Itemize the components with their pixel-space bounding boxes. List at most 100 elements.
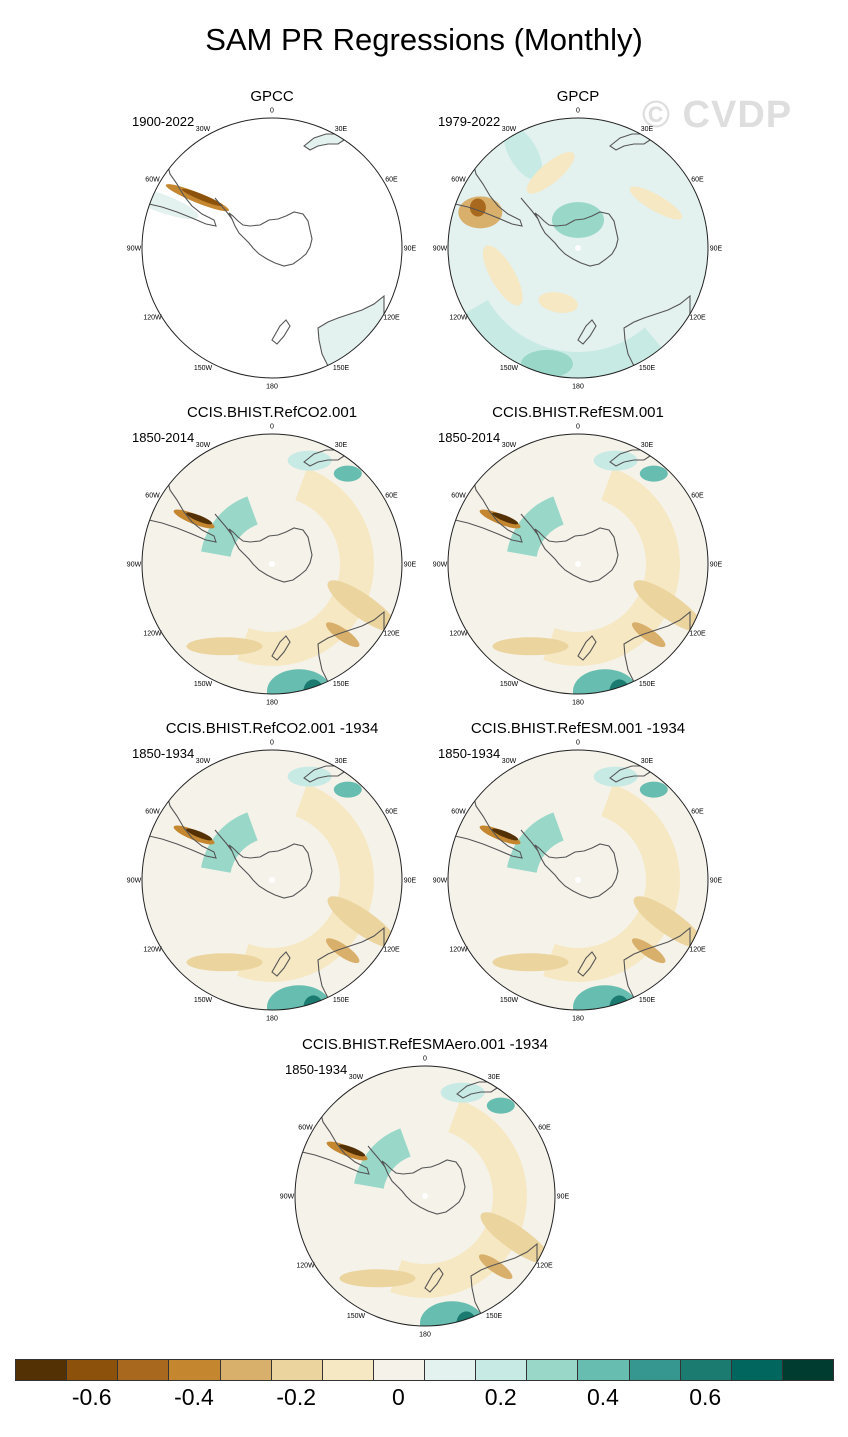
indian-dry-band xyxy=(629,186,683,220)
map-boundary xyxy=(447,749,709,1011)
colorbar-tick-label: 0.2 xyxy=(484,1384,517,1410)
lon-label: 150W xyxy=(194,997,213,1004)
lon-label: 120W xyxy=(296,1263,315,1270)
lon-label: 60E xyxy=(691,493,704,500)
lon-label: 0 xyxy=(576,108,580,115)
panel-period: 1850-2014 xyxy=(132,430,195,445)
lon-label: 0 xyxy=(270,424,274,431)
panel-title: CCIS.BHIST.RefESM.001 -1934 xyxy=(470,720,686,737)
panel-title: CCIS.BHIST.RefCO2.001 xyxy=(186,404,358,421)
lon-label: 90W xyxy=(433,246,448,253)
map-boundary xyxy=(294,1065,556,1327)
cvdp-watermark: © CVDP xyxy=(642,94,793,136)
map-boundary xyxy=(447,117,709,379)
lon-label: 90E xyxy=(710,878,723,885)
lon-label: 120E xyxy=(689,315,706,322)
africa-wet xyxy=(486,1097,515,1114)
lon-label: 150E xyxy=(639,997,656,1004)
lon-label: 120E xyxy=(383,947,400,954)
lon-label: 150E xyxy=(639,365,656,372)
colorbar-swatch xyxy=(424,1359,477,1381)
lon-label: 180 xyxy=(266,384,278,391)
panel-title: CCIS.BHIST.RefESM.001 xyxy=(492,404,664,421)
chile-dry-core xyxy=(186,828,213,841)
new-zealand-wet-core xyxy=(456,1311,477,1326)
lon-label: 60E xyxy=(538,1125,551,1132)
lon-label: 30E xyxy=(641,758,654,765)
lon-label: 150W xyxy=(500,997,519,1004)
lon-label: 90E xyxy=(404,878,417,885)
panel-title: GPCC xyxy=(250,88,294,105)
australia-land-field xyxy=(318,296,384,366)
lon-label: 120E xyxy=(689,947,706,954)
lon-label: 60E xyxy=(691,809,704,816)
lon-label: 180 xyxy=(266,1016,278,1023)
pacific-dry-band xyxy=(186,953,263,972)
polar-map: 0 30E 60E 90E 120E 150E 180 150W 120W 90W 60W 30W xyxy=(127,424,417,707)
map-field xyxy=(448,118,708,378)
map-field xyxy=(448,750,708,1010)
lon-label: 180 xyxy=(419,1332,431,1339)
indian-ocean-dry-ridge xyxy=(633,896,704,949)
map-field xyxy=(142,118,402,378)
lon-label: 90E xyxy=(404,562,417,569)
new-zealand-wet-core xyxy=(303,995,324,1010)
lon-label: 30W xyxy=(502,126,517,133)
lon-label: 60E xyxy=(691,177,704,184)
africa-wet xyxy=(639,781,668,798)
colorbar-tick-label: -0.6 xyxy=(71,1384,112,1410)
new-zealand-wet-core xyxy=(609,679,630,694)
lon-label: 150W xyxy=(347,1313,366,1320)
lon-label: 30W xyxy=(196,758,211,765)
lon-label: 0 xyxy=(270,108,274,115)
indian-ocean-dry-ridge xyxy=(327,580,398,633)
map-boundary xyxy=(141,117,403,379)
lon-label: 120W xyxy=(143,947,162,954)
panel-period: 1979-2022 xyxy=(438,114,501,129)
map-panel-gpcc: GPCC 1900-2022 0 30E 60E 90E 120E 150E 180 150W… xyxy=(122,88,422,391)
lon-label: 30W xyxy=(502,758,517,765)
lon-label: 150E xyxy=(333,681,350,688)
colorbar-swatch xyxy=(628,1359,681,1381)
lon-label: 30E xyxy=(641,126,654,133)
new-zealand-wet-core xyxy=(609,995,630,1010)
pacific-dry-band xyxy=(492,953,569,972)
neutral-band xyxy=(482,468,611,655)
panel-period: 1850-2014 xyxy=(438,430,501,445)
lon-label: 90W xyxy=(433,562,448,569)
colorbar-tick-label: 0 xyxy=(392,1384,405,1410)
colorbar-swatch xyxy=(475,1359,528,1381)
indian-ocean-dry-core xyxy=(631,938,666,964)
indian-ocean-dry-core xyxy=(325,622,360,648)
indian-ocean-dry-ridge xyxy=(327,896,398,949)
lon-label: 150W xyxy=(194,365,213,372)
panel-period: 1850-1934 xyxy=(132,746,195,761)
neutral-band xyxy=(329,1100,458,1287)
mid-latitude-dry-band xyxy=(543,468,680,666)
lon-label: 60W xyxy=(451,493,466,500)
map-field xyxy=(142,750,402,1010)
lon-label: 90W xyxy=(433,878,448,885)
lon-label: 60W xyxy=(451,177,466,184)
mid-latitude-dry-band xyxy=(237,468,374,666)
panel-title: GPCP xyxy=(556,88,600,105)
lon-label: 0 xyxy=(576,740,580,747)
indian-ocean-dry-core xyxy=(325,938,360,964)
lon-label: 60W xyxy=(145,809,160,816)
lon-label: 180 xyxy=(266,700,278,707)
lon-label: 30E xyxy=(641,442,654,449)
chile-dry-core xyxy=(492,512,519,525)
lon-label: 90E xyxy=(557,1194,570,1201)
panel-period: 1850-1934 xyxy=(438,746,501,761)
lon-label: 30E xyxy=(335,126,348,133)
map-panel-gpcp: GPCP 1979-2022 0 30E 60E 90E 120E 150E 180 150W… xyxy=(428,88,728,391)
chile-dry-core xyxy=(492,828,519,841)
polar-map: 0 30E 60E 90E 120E 150E 180 150W 120W 90W 60W 30W xyxy=(433,424,723,707)
lon-label: 60W xyxy=(145,177,160,184)
mid-latitude-dry-band xyxy=(543,784,680,982)
lon-label: 120W xyxy=(143,315,162,322)
lon-label: 90W xyxy=(127,246,142,253)
colorbar-tick-label: 0.4 xyxy=(586,1384,619,1410)
mid-latitude-dry-band xyxy=(390,1100,527,1298)
lon-label: 30W xyxy=(196,126,211,133)
